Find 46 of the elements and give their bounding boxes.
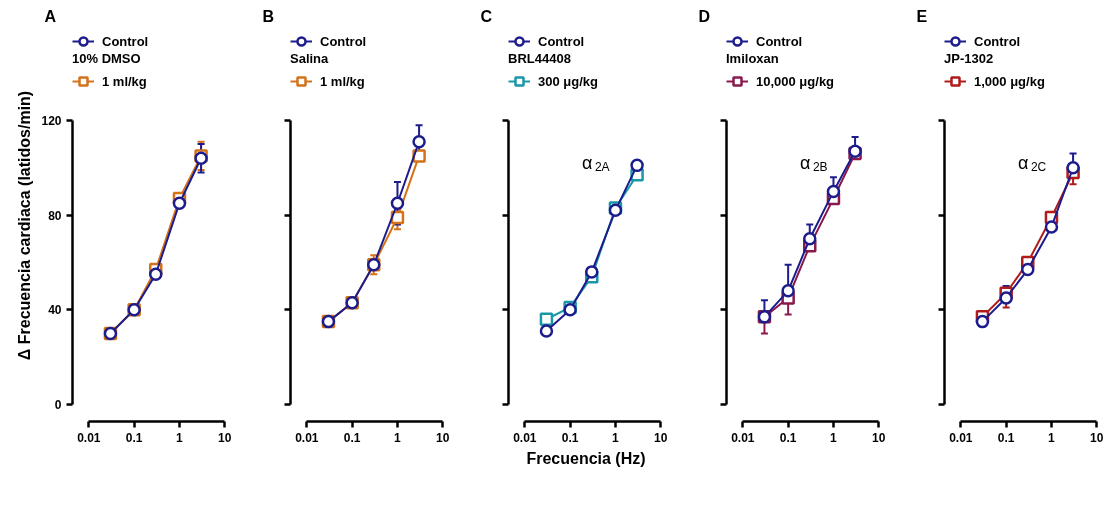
legend-label: Control: [320, 33, 367, 49]
x-axis-title: Frecuencia (Hz): [526, 449, 646, 467]
x-tick-label: 0.01: [77, 430, 101, 445]
legend-label: 300 μg/kg: [538, 73, 598, 89]
legend-title: Salina: [290, 51, 330, 66]
x-tick-label: 10: [1090, 430, 1104, 445]
y-axis-title: Δ Frecuencia cardiaca (latidos/min): [16, 90, 34, 361]
legend-label: 1 ml/kg: [320, 73, 365, 89]
x-tick-label: 1: [1048, 430, 1056, 445]
legend-label: 1,000 μg/kg: [974, 73, 1045, 89]
y-tick-label: 0: [54, 397, 62, 412]
legend-title: 10% DMSO: [72, 51, 142, 66]
x-tick-label: 1: [394, 430, 402, 445]
chart-title: D: [698, 7, 711, 25]
legend-label: 1 ml/kg: [102, 73, 147, 89]
x-tick-label: 0.1: [779, 430, 797, 445]
chart-title: A: [44, 7, 57, 25]
x-tick-label: 0.1: [125, 430, 143, 445]
x-tick-label: 0.01: [731, 430, 755, 445]
x-tick-label: 10: [654, 430, 668, 445]
legend-title: Imiloxan: [726, 51, 780, 66]
x-tick-label: 1: [830, 430, 838, 445]
legend-label: Control: [102, 33, 149, 49]
x-tick-label: 1: [612, 430, 620, 445]
chart-title: E: [916, 7, 928, 25]
chart-title: B: [262, 7, 275, 25]
y-tick-label: 120: [41, 113, 62, 128]
legend-label: 10,000 μg/kg: [756, 73, 835, 89]
x-tick-label: 10: [436, 430, 450, 445]
legend-label: Control: [756, 33, 803, 49]
x-tick-label: 0.01: [295, 430, 319, 445]
y-tick-label: 80: [48, 208, 62, 223]
legend-label: Control: [974, 33, 1021, 49]
x-tick-label: 0.1: [343, 430, 361, 445]
chart-title: C: [480, 7, 493, 25]
x-tick-label: 0.1: [561, 430, 579, 445]
x-tick-label: 10: [218, 430, 232, 445]
legend-title: JP-1302: [944, 51, 995, 66]
y-tick-label: 40: [48, 303, 62, 318]
x-tick-label: 1: [176, 430, 184, 445]
x-tick-label: 0.01: [513, 430, 537, 445]
x-tick-label: 0.1: [997, 430, 1015, 445]
x-tick-label: 10: [872, 430, 886, 445]
legend-label: Control: [538, 33, 585, 49]
x-tick-label: 0.01: [949, 430, 973, 445]
legend-title: BRL44408: [508, 51, 572, 66]
